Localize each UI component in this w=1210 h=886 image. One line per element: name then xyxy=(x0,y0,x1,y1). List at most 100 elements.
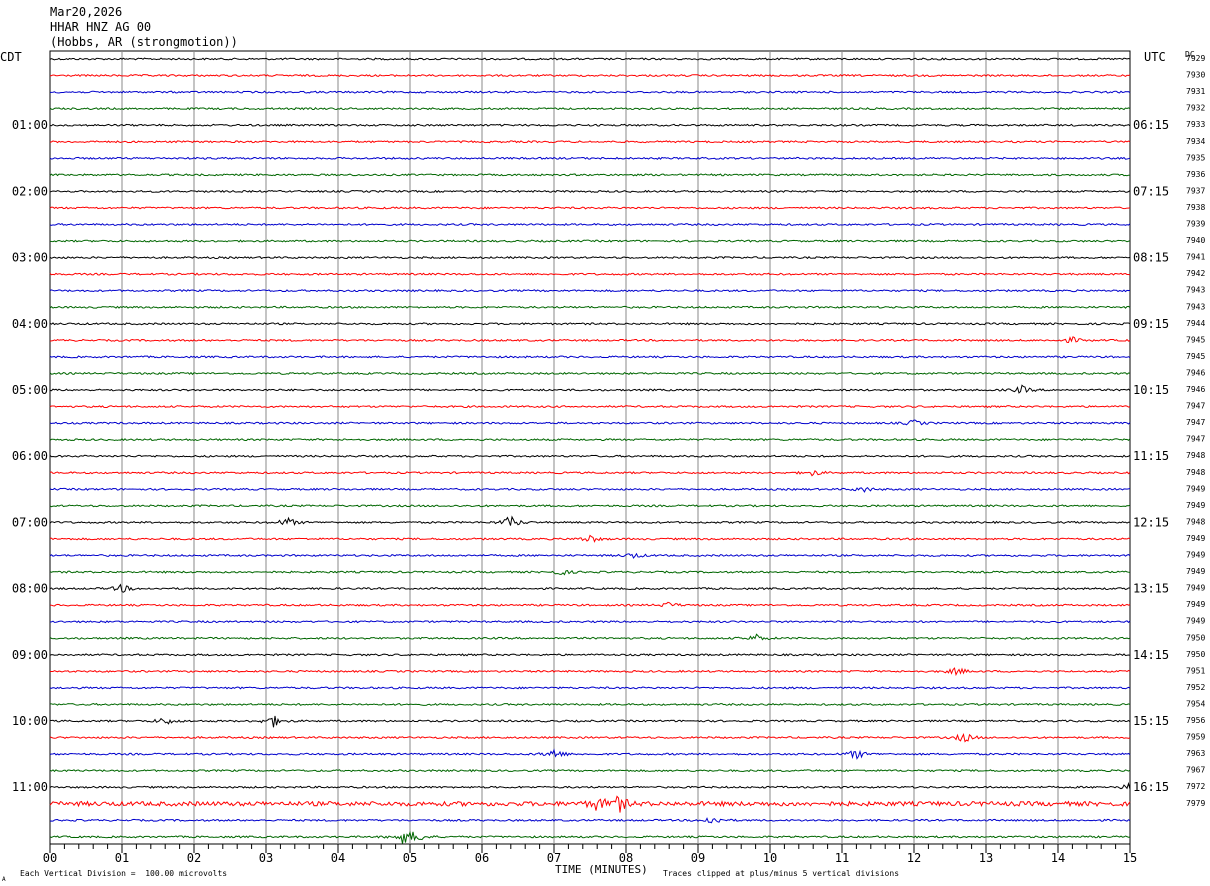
dc-offset-label: 7937 xyxy=(1186,186,1205,195)
trace-line xyxy=(49,90,1131,94)
dc-offset-label: 7944 xyxy=(1186,319,1205,328)
trace-line xyxy=(49,206,1131,210)
x-tick-label: 05 xyxy=(403,851,417,865)
dc-offset-label: 7948 xyxy=(1186,451,1205,460)
dc-offset-label: 7972 xyxy=(1186,782,1205,791)
dc-offset-label: 7941 xyxy=(1186,253,1205,262)
dc-offset-label: 7949 xyxy=(1186,617,1205,626)
dc-offset-label: 7934 xyxy=(1186,137,1205,146)
station-label: HHAR HNZ AG 00 xyxy=(50,20,152,34)
trace-line xyxy=(49,289,1131,293)
trace-line xyxy=(49,620,1131,624)
x-axis-ticks xyxy=(49,844,1131,853)
trace-line xyxy=(49,515,1131,526)
trace-line xyxy=(49,454,1131,458)
trace-line xyxy=(49,601,1131,608)
dc-offset-label: 7936 xyxy=(1186,170,1205,179)
trace-line xyxy=(49,419,1131,426)
trace-line xyxy=(49,305,1131,309)
trace-line xyxy=(49,73,1131,78)
trace-line xyxy=(49,702,1131,706)
dc-offset-label: 7952 xyxy=(1186,683,1205,692)
dc-offset-label: 7949 xyxy=(1186,600,1205,609)
left-hour-label: 11:00 xyxy=(12,780,48,794)
trace-line xyxy=(49,504,1131,508)
dc-offset-label: 7949 xyxy=(1186,534,1205,543)
left-hour-label: 08:00 xyxy=(12,582,48,596)
right-hour-label: 09:15 xyxy=(1133,317,1169,331)
left-hour-label: 04:00 xyxy=(12,317,48,331)
x-tick-label: 13 xyxy=(979,851,993,865)
dc-offset-label: 7951 xyxy=(1186,666,1205,675)
trace-line xyxy=(49,239,1131,243)
trace-line xyxy=(49,384,1131,394)
clip-note: Traces clipped at plus/minus 5 vertical … xyxy=(663,869,900,878)
plot-frame xyxy=(49,50,1131,845)
dc-offset-label: 7943 xyxy=(1186,302,1205,311)
trace-line xyxy=(49,255,1131,260)
trace-line xyxy=(49,123,1131,127)
trace-line xyxy=(49,487,1131,493)
trace-line xyxy=(49,534,1131,543)
trace-line xyxy=(49,355,1131,359)
left-hour-label: 09:00 xyxy=(12,648,48,662)
dc-offset-label: 7931 xyxy=(1186,87,1205,96)
dc-offset-label: 7948 xyxy=(1186,468,1205,477)
x-tick-label: 10 xyxy=(763,851,777,865)
location-label: (Hobbs, AR (strongmotion)) xyxy=(50,35,238,49)
right-hour-label: 07:15 xyxy=(1133,184,1169,198)
dc-offset-label: 7963 xyxy=(1186,749,1205,758)
trace-line xyxy=(49,173,1131,177)
left-hour-label: 07:00 xyxy=(12,515,48,529)
dc-offset-label: 7950 xyxy=(1186,633,1205,642)
dc-offset-label: 7950 xyxy=(1186,650,1205,659)
scale-note: Each Vertical Division = 100.00 microvol… xyxy=(20,869,228,878)
dc-offset-label: 7946 xyxy=(1186,385,1205,394)
trace-line xyxy=(49,795,1131,813)
right-hour-label: 06:15 xyxy=(1133,118,1169,132)
trace-line xyxy=(49,438,1131,442)
dc-offset-label: 7959 xyxy=(1186,733,1205,742)
dc-offset-label: 7967 xyxy=(1186,766,1205,775)
dc-offset-label: 7945 xyxy=(1186,352,1205,361)
trace-line xyxy=(49,733,1131,743)
trace-line xyxy=(49,769,1131,773)
dc-offset-label: 7949 xyxy=(1186,484,1205,493)
corner-mark: A xyxy=(2,876,6,883)
dc-offset-label: 7932 xyxy=(1186,104,1205,113)
dc-offset-label: 7933 xyxy=(1186,120,1205,129)
trace-line xyxy=(49,569,1131,576)
trace-line xyxy=(49,583,1131,593)
trace-line xyxy=(49,469,1131,477)
dc-offset-label: 7947 xyxy=(1186,402,1205,411)
dc-offset-label: 7930 xyxy=(1186,71,1205,80)
dc-offset-label: 7939 xyxy=(1186,220,1205,229)
trace-line xyxy=(49,830,1131,844)
left-hour-label: 02:00 xyxy=(12,184,48,198)
x-tick-label: 06 xyxy=(475,851,489,865)
right-hour-label: 15:15 xyxy=(1133,714,1169,728)
x-tick-label: 12 xyxy=(907,851,921,865)
dc-header-label: DC xyxy=(1185,50,1195,59)
trace-line xyxy=(49,817,1131,824)
dc-offset-label: 7949 xyxy=(1186,567,1205,576)
trace-line xyxy=(49,748,1131,760)
right-hour-label: 08:15 xyxy=(1133,251,1169,265)
trace-line xyxy=(49,140,1131,144)
left-hour-label: 05:00 xyxy=(12,383,48,397)
right-hour-label: 13:15 xyxy=(1133,582,1169,596)
x-tick-label: 08 xyxy=(619,851,633,865)
left-hour-label: 03:00 xyxy=(12,251,48,265)
x-tick-label: 07 xyxy=(547,851,561,865)
right-hour-label: 12:15 xyxy=(1133,515,1169,529)
x-tick-label: 03 xyxy=(259,851,273,865)
date-label: Mar20,2026 xyxy=(50,5,123,19)
trace-line xyxy=(49,322,1131,326)
axis-labels: 00 01 02 03 04 05 06 07 08 09 10 11 12 13 14 15 CDT UTC DC… xyxy=(0,50,1205,865)
trace-line xyxy=(49,552,1131,559)
dc-offset-label: 7943 xyxy=(1186,286,1205,295)
dc-offset-label: 7949 xyxy=(1186,584,1205,593)
trace-line xyxy=(49,371,1131,376)
dc-offset-label: 7956 xyxy=(1186,716,1205,725)
